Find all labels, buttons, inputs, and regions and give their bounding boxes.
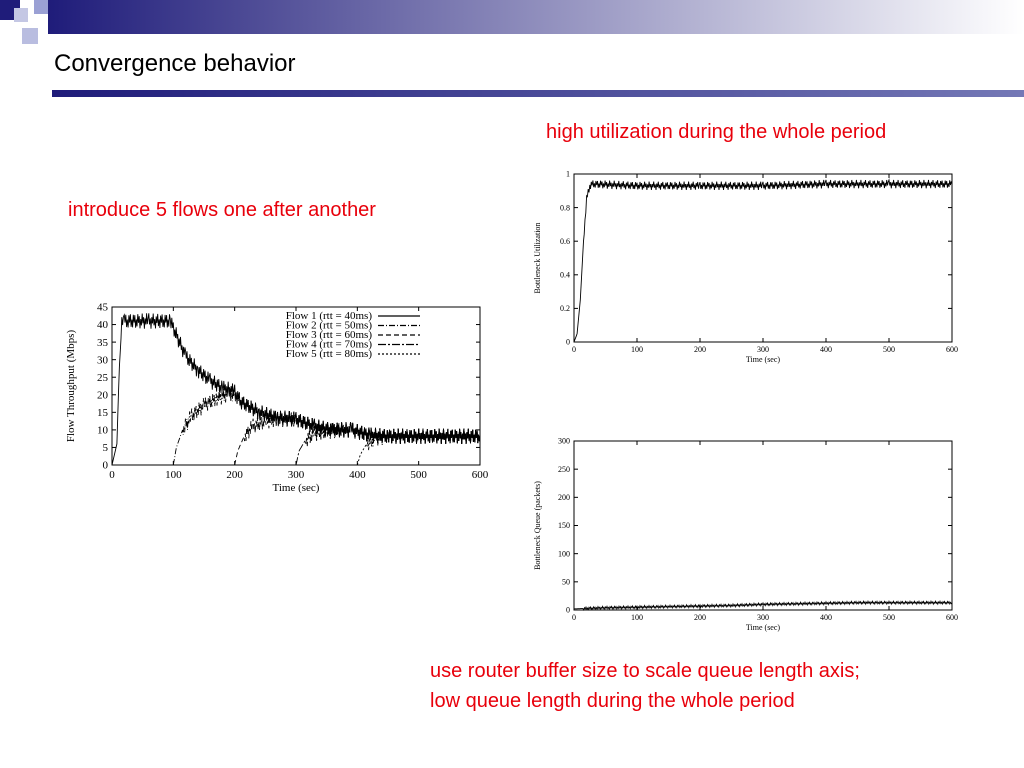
x-tick-label: 200	[694, 613, 706, 622]
y-tick-label: 0	[566, 606, 570, 615]
y-tick-label: 0.2	[560, 304, 570, 313]
x-tick-label: 600	[472, 469, 489, 481]
series-line-4	[295, 422, 481, 466]
x-tick-label: 500	[883, 613, 895, 622]
legend-label: Flow 1 (rtt = 40ms)	[286, 310, 373, 322]
y-tick-label: 300	[558, 437, 570, 446]
y-tick-label: 15	[97, 407, 109, 419]
legend-label: Flow 2 (rtt = 50ms)	[286, 320, 373, 332]
y-tick-label: 45	[97, 302, 109, 314]
x-tick-label: 400	[820, 345, 832, 354]
x-tick-label: 400	[820, 613, 832, 622]
y-tick-label: 10	[97, 425, 109, 437]
x-tick-label: 200	[694, 345, 706, 354]
x-tick-label: 300	[757, 345, 769, 354]
throughput-chart: 0 100 200 300 400 500 600 0 5 10 15 20 25 30 35 40 45 Tim…	[65, 302, 489, 494]
y-tick-label: 200	[558, 493, 570, 502]
plot-frame	[573, 440, 953, 611]
plot-frame	[573, 173, 953, 343]
series-line-1	[573, 178, 953, 343]
x-tick-label: 100	[631, 613, 643, 622]
series-line-1	[573, 599, 953, 611]
x-tick-label: 600	[946, 345, 958, 354]
x-tick-label: 100	[165, 469, 182, 481]
y-axis-label: Flow Throughput (Mbps)	[65, 330, 77, 443]
utilization-note: high utilization during the whole period	[546, 121, 887, 143]
y-tick-label: 25	[97, 372, 109, 384]
x-tick-label: 400	[349, 469, 366, 481]
y-tick-label: 0.4	[560, 270, 570, 279]
slide-title: Convergence behavior	[54, 50, 296, 77]
x-tick-label: 0	[572, 613, 576, 622]
y-tick-label: 30	[97, 354, 109, 366]
y-tick-label: 0.6	[560, 237, 570, 246]
corner-square-mid	[34, 0, 48, 14]
y-axis-label: Bottleneck Utilization	[533, 223, 542, 294]
y-tick-label: 100	[558, 549, 570, 558]
x-tick-label: 0	[572, 345, 576, 354]
y-tick-label: 50	[562, 578, 570, 587]
y-tick-label: 0	[566, 338, 570, 347]
legend-label: Flow 5 (rtt = 80ms)	[286, 348, 373, 360]
x-tick-label: 0	[109, 469, 115, 481]
y-tick-label: 20	[97, 389, 109, 401]
flows-note: introduce 5 flows one after another	[68, 199, 376, 221]
legend-label: Flow 4 (rtt = 70ms)	[286, 339, 373, 351]
x-tick-label: 200	[226, 469, 243, 481]
y-tick-label: 35	[97, 337, 109, 349]
x-axis-label: Time (sec)	[746, 623, 780, 632]
y-tick-label: 0.8	[560, 203, 570, 212]
utilization-chart: 0 100 200 300 400 500 600 0 0.2 0.4 0.6 0.8 1 Time (s…	[533, 170, 958, 364]
x-tick-label: 500	[883, 345, 895, 354]
x-tick-label: 300	[757, 613, 769, 622]
series-line-5	[356, 428, 481, 466]
title-gradient-bar	[48, 0, 1024, 34]
y-tick-label: 40	[97, 319, 109, 331]
x-tick-label: 500	[410, 469, 427, 481]
x-axis-label: Time (sec)	[273, 482, 320, 494]
x-tick-label: 100	[631, 345, 643, 354]
queue-note-line2: low queue length during the whole period	[430, 690, 795, 712]
queue-note-line1: use router buffer size to scale queue le…	[430, 660, 860, 682]
y-tick-label: 250	[558, 465, 570, 474]
corner-square-lower	[22, 28, 38, 44]
y-axis-label: Bottleneck Queue (packets)	[533, 481, 542, 570]
x-axis-label: Time (sec)	[746, 355, 780, 364]
corner-square-light	[14, 8, 28, 22]
x-tick-label: 600	[946, 613, 958, 622]
x-tick-label: 300	[288, 469, 305, 481]
title-underline	[52, 90, 1024, 97]
y-tick-label: 5	[103, 442, 109, 454]
y-tick-label: 150	[558, 521, 570, 530]
y-tick-label: 1	[566, 170, 570, 179]
legend-label: Flow 3 (rtt = 60ms)	[286, 329, 373, 341]
y-tick-label: 0	[103, 460, 109, 472]
queue-chart: 0 100 200 300 400 500 600050100150200250300Tim…	[533, 437, 958, 632]
